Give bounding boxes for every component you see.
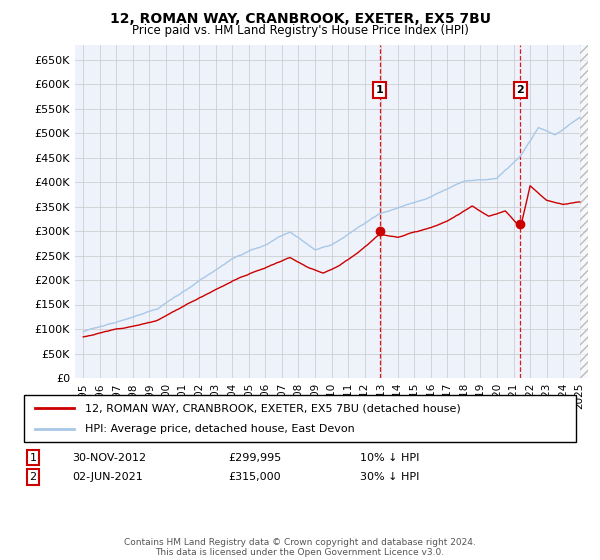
Text: Price paid vs. HM Land Registry's House Price Index (HPI): Price paid vs. HM Land Registry's House …: [131, 24, 469, 36]
Text: HPI: Average price, detached house, East Devon: HPI: Average price, detached house, East…: [85, 424, 355, 434]
Text: 12, ROMAN WAY, CRANBROOK, EXETER, EX5 7BU (detached house): 12, ROMAN WAY, CRANBROOK, EXETER, EX5 7B…: [85, 403, 460, 413]
FancyBboxPatch shape: [24, 395, 576, 442]
Text: Contains HM Land Registry data © Crown copyright and database right 2024.
This d: Contains HM Land Registry data © Crown c…: [124, 538, 476, 557]
Text: 2: 2: [517, 85, 524, 95]
Text: 12, ROMAN WAY, CRANBROOK, EXETER, EX5 7BU: 12, ROMAN WAY, CRANBROOK, EXETER, EX5 7B…: [110, 12, 491, 26]
Bar: [580, 45, 588, 378]
Text: £299,995: £299,995: [228, 452, 281, 463]
Text: 2: 2: [29, 472, 37, 482]
Text: 30-NOV-2012: 30-NOV-2012: [72, 452, 146, 463]
Text: £315,000: £315,000: [228, 472, 281, 482]
Text: 30% ↓ HPI: 30% ↓ HPI: [360, 472, 419, 482]
Text: 02-JUN-2021: 02-JUN-2021: [72, 472, 143, 482]
Bar: [580, 45, 588, 378]
Text: 1: 1: [376, 85, 383, 95]
Text: 10% ↓ HPI: 10% ↓ HPI: [360, 452, 419, 463]
Text: 1: 1: [29, 452, 37, 463]
